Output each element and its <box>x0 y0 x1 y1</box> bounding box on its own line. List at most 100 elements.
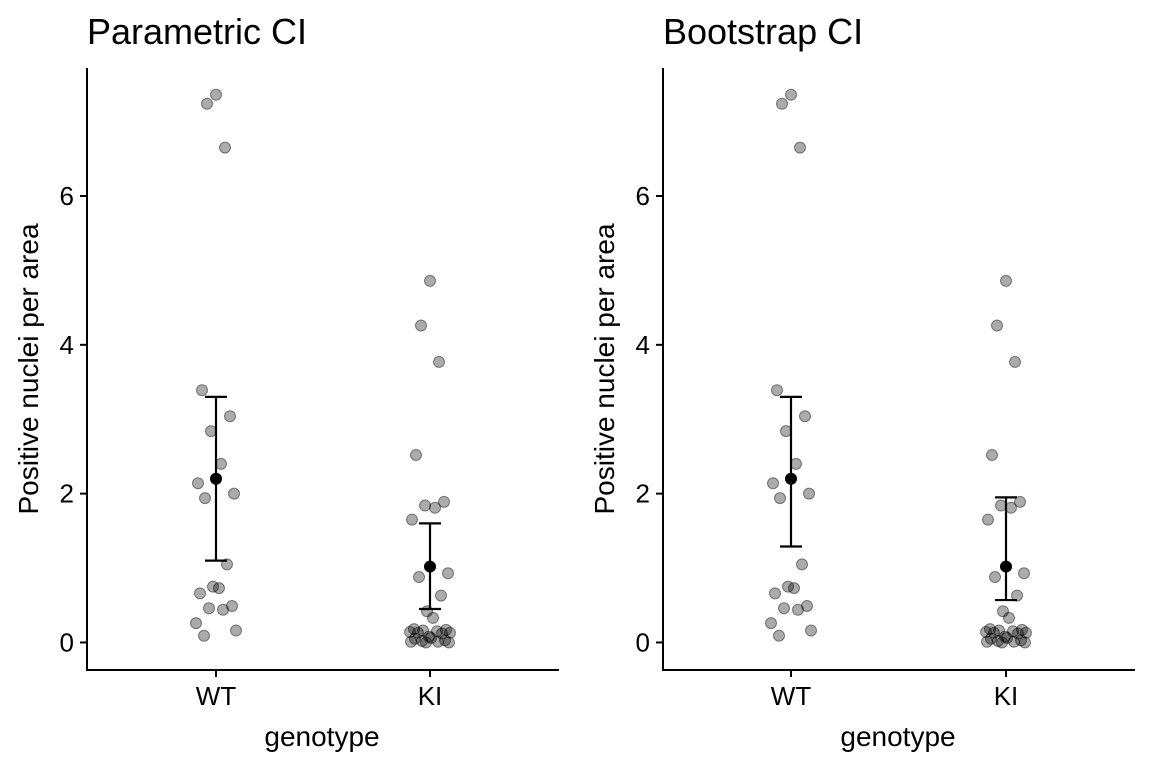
data-point-ki <box>1001 632 1013 645</box>
data-point-wt <box>226 600 238 613</box>
mean-ci-markers <box>780 395 1017 602</box>
data-point-wt <box>796 558 808 571</box>
data-point-ki <box>443 636 455 649</box>
data-point-ki <box>986 448 998 461</box>
y-tick-label: 6 <box>636 181 650 211</box>
data-point-ki <box>1018 567 1030 580</box>
data-point-ki <box>424 274 436 287</box>
y-tick-label: 4 <box>636 330 650 360</box>
data-point-ki <box>408 623 420 636</box>
data-point-ki <box>415 319 427 332</box>
data-point-ki <box>433 355 445 368</box>
data-point-ki <box>429 501 441 514</box>
data-point-wt <box>782 580 794 593</box>
data-point-ki <box>416 634 428 647</box>
data-point-wt <box>217 603 229 616</box>
data-point-ki <box>1016 623 1028 636</box>
data-point-ki <box>981 635 993 648</box>
data-point-ki <box>980 626 992 639</box>
data-point-ki <box>1014 495 1026 508</box>
data-point-ki <box>439 634 451 647</box>
data-point-wt <box>210 88 222 101</box>
data-point-wt <box>778 602 790 615</box>
data-point-ki <box>419 499 431 512</box>
data-point-wt <box>785 88 797 101</box>
x-tick-label: KI <box>418 681 443 711</box>
y-ticks: 0 2 4 6 <box>636 181 663 657</box>
data-point-ki <box>995 499 1007 512</box>
data-point-wt <box>776 97 788 110</box>
mean-ci-markers <box>205 395 441 611</box>
data-point-wt <box>788 582 800 595</box>
x-ticks: WT KI <box>196 670 443 711</box>
data-point-wt <box>771 384 783 397</box>
x-tick-label: WT <box>771 681 812 711</box>
data-point-wt <box>767 477 779 490</box>
y-ticks: 0 2 4 6 <box>60 181 87 657</box>
data-point-wt <box>203 602 215 615</box>
y-tick-label: 4 <box>60 330 74 360</box>
mean-point-wt <box>785 472 797 485</box>
data-point-wt <box>196 384 208 397</box>
data-point-ki <box>409 632 421 645</box>
data-point-ki <box>410 448 422 461</box>
data-point-ki <box>442 567 454 580</box>
data-point-ki <box>1019 636 1031 649</box>
data-point-wt <box>215 457 227 470</box>
data-point-ki <box>412 626 424 639</box>
data-point-ki <box>996 636 1008 649</box>
x-axis-label: genotype <box>264 721 379 752</box>
panel-bootstrap-ci: Bootstrap CI Positive nuclei per area ge… <box>589 11 1135 752</box>
data-point-wt <box>190 617 202 630</box>
data-point-ki <box>1015 634 1027 647</box>
data-point-wt <box>780 425 792 438</box>
data-point-ki <box>423 630 435 643</box>
mean-point-ki <box>1000 560 1012 573</box>
data-point-ki <box>425 632 437 645</box>
y-tick-label: 0 <box>636 627 650 657</box>
data-point-ki <box>435 589 447 602</box>
y-axis-label: Positive nuclei per area <box>589 223 620 514</box>
data-point-wt <box>201 97 213 110</box>
data-point-wt <box>228 487 240 500</box>
y-tick-label: 0 <box>60 627 74 657</box>
x-ticks: WT KI <box>771 670 1019 711</box>
data-point-ki <box>438 495 450 508</box>
data-point-ki <box>406 513 418 526</box>
data-point-ki <box>985 632 997 645</box>
mean-point-ki <box>424 560 436 573</box>
data-point-ki <box>989 570 1001 583</box>
data-point-wt <box>799 410 811 423</box>
data-point-ki <box>436 627 448 640</box>
panel-title: Bootstrap CI <box>663 11 863 52</box>
panel-title: Parametric CI <box>87 11 307 52</box>
data-point-wt <box>207 580 219 593</box>
data-point-ki <box>1020 626 1032 639</box>
data-point-ki <box>993 624 1005 637</box>
data-point-wt <box>194 587 206 600</box>
data-point-wt <box>803 487 815 500</box>
panel-parametric-ci: Parametric CI Positive nuclei per area g… <box>13 11 559 752</box>
data-point-ki <box>1000 274 1012 287</box>
data-point-ki <box>1007 625 1019 638</box>
data-points <box>765 88 1032 649</box>
data-point-wt <box>213 582 225 595</box>
data-point-ki <box>988 626 1000 639</box>
x-tick-label: KI <box>994 681 1019 711</box>
data-points <box>190 88 456 649</box>
y-tick-label: 2 <box>60 479 74 509</box>
data-point-wt <box>224 410 236 423</box>
y-axis-label: Positive nuclei per area <box>13 223 44 514</box>
data-point-ki <box>1005 501 1017 514</box>
data-point-wt <box>205 425 217 438</box>
data-point-wt <box>199 492 211 505</box>
data-point-ki <box>413 570 425 583</box>
data-point-ki <box>432 635 444 648</box>
data-point-ki <box>1003 611 1015 624</box>
data-point-ki <box>404 626 416 639</box>
data-point-ki <box>1009 355 1021 368</box>
data-point-ki <box>440 623 452 636</box>
data-point-wt <box>792 603 804 616</box>
data-point-ki <box>991 319 1003 332</box>
